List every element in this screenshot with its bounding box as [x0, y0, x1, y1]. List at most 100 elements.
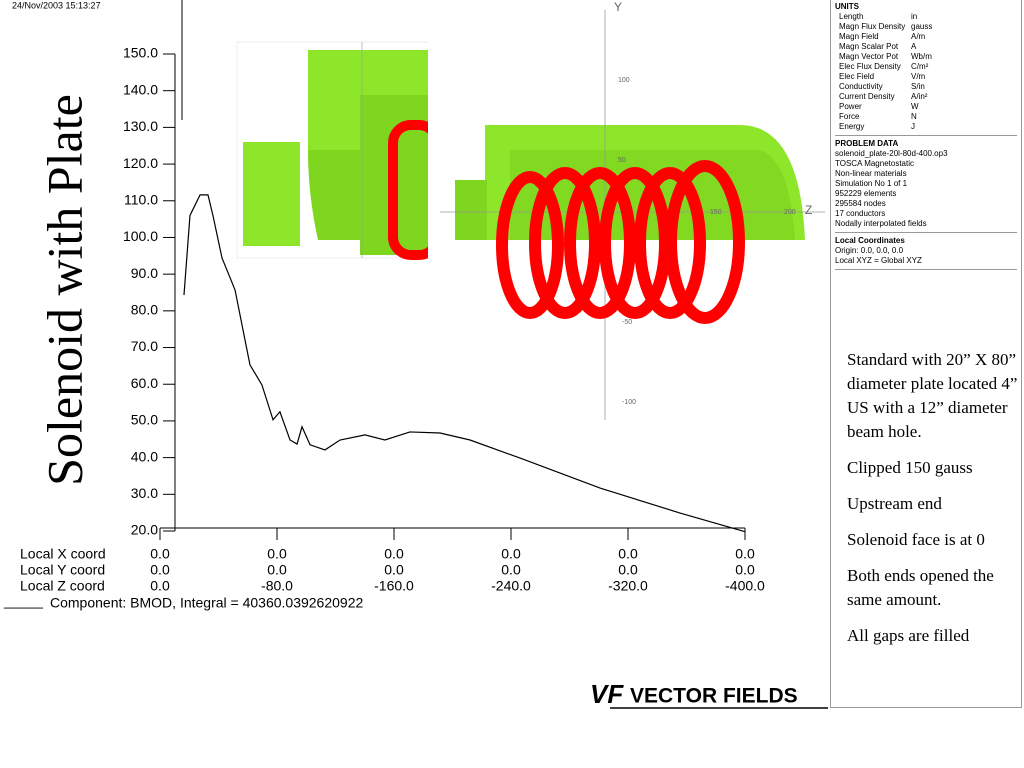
unit-quantity: Current Density [839, 92, 895, 101]
render-axis-label: Z [805, 203, 812, 217]
x-tick-label: -160.0 [374, 578, 414, 594]
unit-value: S/in [911, 82, 925, 91]
note: Solenoid face is at 0 [847, 530, 985, 549]
y-coord-label: 0.0 [501, 562, 521, 578]
y-coord-label: 0.0 [618, 562, 638, 578]
logo: VF VECTOR FIELDS [590, 679, 828, 709]
unit-row: Magn Flux Density gauss [835, 22, 1017, 32]
note: Both ends opened the same amount. [847, 566, 994, 609]
y-tick-label: 50.0 [131, 412, 158, 428]
row-label: Local Y coord [20, 562, 105, 578]
unit-value: N [911, 112, 917, 121]
unit-quantity: Energy [839, 122, 865, 131]
x-tick-label: -240.0 [491, 578, 531, 594]
render-axis-label: 150 [710, 209, 722, 216]
render-axis-label: -50 [622, 319, 632, 326]
unit-value: W [911, 102, 919, 111]
note: All gaps are filled [847, 626, 970, 645]
unit-row: Magn Vector Pot Wb/m [835, 52, 1017, 62]
y-tick-label: 60.0 [131, 375, 158, 391]
row-label: Local Z coord [20, 578, 105, 594]
y-coord-label: 0.0 [150, 562, 170, 578]
info-line: solenoid_plate-20l-80d-400.op3 [835, 149, 948, 158]
x-coord-label: 0.0 [735, 546, 755, 562]
y-tick-label: 150.0 [123, 45, 158, 61]
y-tick-label: 140.0 [123, 81, 158, 97]
unit-quantity: Magn Field [839, 32, 879, 41]
unit-row: Magn Field A/m [835, 32, 1017, 42]
y-tick-label: 110.0 [124, 191, 158, 207]
x-coord-label: 0.0 [618, 546, 638, 562]
x-coord-label: 0.0 [267, 546, 287, 562]
unit-row: Power W [835, 102, 1017, 112]
unit-quantity: Conductivity [839, 82, 883, 91]
unit-value: A/m [911, 32, 926, 41]
unit-row: Force N [835, 112, 1017, 122]
logo-mark: VF [590, 679, 624, 709]
x-tick-label: -320.0 [608, 578, 648, 594]
unit-row: Current Density A/in² [835, 92, 1017, 102]
render-axis-label: 50 [618, 157, 626, 164]
info-line: 952229 elements [835, 189, 897, 198]
y-coord-label: 0.0 [384, 562, 404, 578]
info-line: 295584 nodes [835, 199, 886, 208]
y-tick-label: 90.0 [131, 265, 158, 281]
unit-row: Conductivity S/in [835, 82, 1017, 92]
y-tick-label: 130.0 [123, 118, 158, 134]
timestamp: 24/Nov/2003 15:13:27 [12, 0, 101, 10]
y-coord-label: 0.0 [735, 562, 755, 578]
note: Clipped 150 gauss [847, 458, 973, 477]
unit-value: A [911, 42, 917, 51]
info-line: 17 conductors [835, 209, 886, 218]
unit-value: in [911, 12, 918, 21]
y-tick-label: 20.0 [131, 522, 158, 538]
unit-value: Wb/m [911, 52, 932, 61]
y-tick-label: 100.0 [123, 228, 158, 244]
render-small [236, 41, 442, 260]
y-tick-label: 70.0 [131, 338, 158, 354]
x-tick-label: -80.0 [261, 578, 293, 594]
coords-section: Local Coordinates Origin: 0.0, 0.0, 0.0 Lo… [835, 236, 1017, 270]
unit-row: Energy J [835, 122, 1017, 132]
unit-quantity: Length [839, 12, 864, 21]
note: Upstream end [847, 494, 942, 513]
x-tick-label: -400.0 [725, 578, 765, 594]
render-large [428, 0, 825, 425]
render-axis-label: 100 [618, 77, 630, 84]
info-line: TOSCA Magnetostatic [835, 159, 914, 168]
unit-quantity: Force [839, 112, 860, 121]
section-title: UNITS [835, 2, 859, 11]
unit-row: Elec Flux Density C/m² [835, 62, 1017, 72]
legend-swatch: _____ [3, 593, 43, 609]
unit-value: gauss [911, 22, 933, 31]
unit-quantity: Magn Scalar Pot [839, 42, 899, 51]
y-tick-label: 120.0 [123, 155, 158, 171]
unit-value: V/m [911, 72, 926, 81]
unit-quantity: Magn Flux Density [839, 22, 906, 31]
unit-value: A/in² [911, 92, 928, 101]
unit-quantity: Elec Flux Density [839, 62, 901, 71]
unit-quantity: Elec Field [839, 72, 875, 81]
y-tick-label: 40.0 [131, 448, 158, 464]
data-line [183, 194, 746, 533]
row-label: Local X coord [20, 546, 106, 562]
notes: Standard with 20” X 80” diameter plate l… [847, 348, 1019, 660]
section-title: Local Coordinates [835, 236, 905, 245]
unit-value: J [911, 122, 915, 131]
render-axis-label: 200 [784, 209, 796, 216]
x-coord-label: 0.0 [150, 546, 170, 562]
y-tick-label: 80.0 [131, 302, 158, 318]
problem-section: PROBLEM DATA solenoid_plate-20l-80d-400.o… [835, 139, 1017, 233]
unit-row: Length in [835, 12, 1017, 22]
info-panel: UNITS Length in Magn Flux Density gauss Magn … [830, 0, 1022, 708]
units-section: UNITS Length in Magn Flux Density gauss Magn … [835, 2, 1017, 136]
section-title: PROBLEM DATA [835, 139, 899, 148]
unit-row: Magn Scalar Pot A [835, 42, 1017, 52]
unit-quantity: Power [839, 102, 862, 111]
logo-text: VECTOR FIELDS [630, 685, 798, 708]
y-coord-label: 0.0 [267, 562, 287, 578]
note: Standard with 20” X 80” diameter plate l… [847, 350, 1018, 441]
info-line: Local XYZ = Global XYZ [835, 256, 922, 265]
